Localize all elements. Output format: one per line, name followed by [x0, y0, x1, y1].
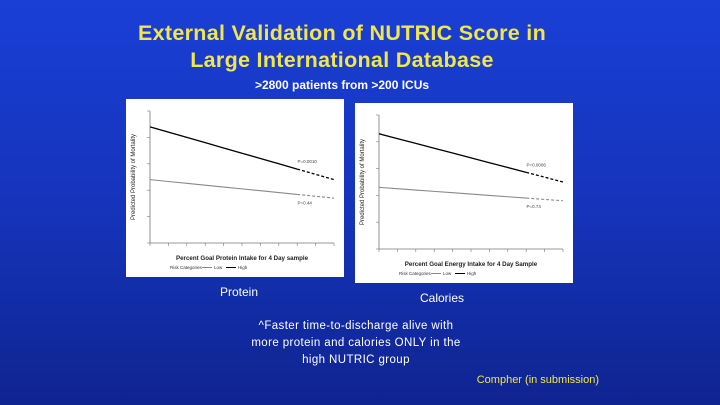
protein-caption: Protein — [220, 285, 259, 299]
note-line-3: high NUTRIC group — [302, 354, 410, 366]
series-line-low — [149, 179, 298, 195]
legend-title: Risk Categories — [399, 271, 432, 276]
series-line-high — [149, 126, 298, 170]
energy-chart-svg: Predicted Probability of Mortality Percen… — [360, 114, 564, 276]
series-line-dashed-high — [526, 171, 564, 183]
y-axis-label: Predicted Probability of Mortality — [131, 134, 137, 220]
slide-subtitle: >2800 patients from >200 ICUs — [254, 78, 430, 92]
title-line-2: Large International Database — [190, 48, 494, 72]
citation: Compher (in submission) — [476, 374, 599, 386]
note-line-2: more protein and calories ONLY in the — [251, 337, 461, 349]
legend-label-low: Low — [214, 265, 223, 270]
protein-mortality-chart: Predicted Probability of Mortality Percen… — [126, 99, 344, 277]
protein-chart-svg: Predicted Probability of Mortality Percen… — [131, 110, 335, 270]
series-line-dashed-high — [297, 168, 335, 181]
p-value-annotation-low: P=0.74 — [527, 204, 542, 209]
legend-title: Risk Categories — [170, 265, 203, 270]
series-line-high — [378, 133, 527, 173]
p-value-annotation-low: P=0.44 — [298, 200, 313, 205]
legend-label-high: High — [238, 265, 248, 270]
x-axis-label: Percent Goal Protein Intake for 4 Day sa… — [176, 255, 309, 262]
energy-mortality-chart: Predicted Probability of Mortality Percen… — [355, 103, 573, 283]
note-line-1: ^Faster time-to-discharge alive with — [258, 320, 454, 332]
finding-note: ^Faster time-to-discharge alive with mor… — [228, 318, 484, 369]
series-line-dashed-low — [297, 193, 335, 199]
series-line-dashed-low — [526, 197, 564, 202]
p-value-annotation-high: P=0.0006 — [527, 162, 547, 167]
p-value-annotation-high: P=0.0010 — [298, 159, 318, 164]
x-axis-label: Percent Goal Energy Intake for 4 Day Sam… — [405, 261, 538, 268]
title-line-1: External Validation of NUTRIC Score in — [137, 21, 547, 45]
series-line-low — [378, 186, 527, 199]
legend-label-low: Low — [443, 271, 452, 276]
y-axis-label: Predicted Probability of Mortality — [360, 139, 366, 225]
calories-caption: Calories — [420, 291, 465, 305]
slide-title: External Validation of NUTRIC Score in L… — [0, 20, 684, 74]
legend-label-high: High — [467, 271, 477, 276]
